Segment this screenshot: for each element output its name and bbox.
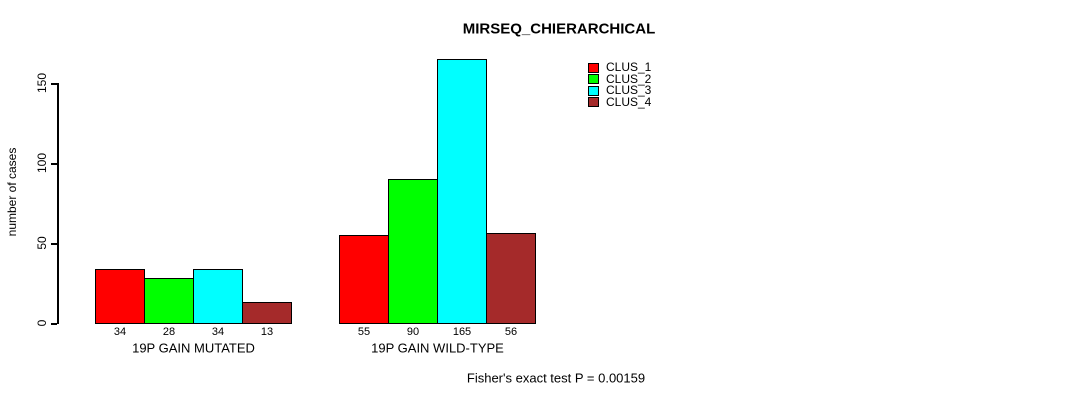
bar-clus_4-1 (242, 302, 292, 324)
legend-swatch-clus_3 (588, 85, 599, 96)
bar-clus_1-2 (339, 235, 389, 324)
y-tick-label: 100 (35, 152, 49, 174)
bar-value-label: 34 (211, 326, 225, 338)
legend-label: CLUS_2 (606, 71, 652, 86)
y-tick-mark (51, 243, 57, 245)
y-tick-mark (51, 163, 57, 165)
legend-swatch-clus_2 (588, 74, 599, 85)
y-axis-line (57, 83, 59, 324)
y-tick-label: 150 (35, 72, 49, 94)
bar-value-label: 28 (162, 326, 176, 338)
bar-value-label: 90 (406, 326, 420, 338)
bar-value-label: 55 (357, 326, 371, 338)
bar-clus_4-2 (486, 233, 536, 324)
bar-value-label: 165 (452, 326, 472, 338)
legend-item-clus_1: CLUS_1 (588, 60, 652, 74)
bar-value-label: 13 (260, 326, 274, 338)
bar-value-label: 56 (504, 326, 518, 338)
y-tick-mark (51, 323, 57, 325)
legend-swatch-clus_4 (588, 97, 599, 108)
group-label: 19P GAIN WILD-TYPE (371, 340, 504, 356)
legend: CLUS_1 CLUS_2 CLUS_3 CLUS_4 (588, 60, 652, 109)
legend-item-clus_4: CLUS_4 (588, 94, 652, 109)
legend-label: CLUS_3 (606, 83, 652, 97)
y-tick-label: 50 (35, 236, 49, 250)
bar-clus_2-2 (388, 179, 438, 324)
bar-clus_3-1 (193, 268, 243, 324)
bar-value-label: 34 (113, 326, 127, 338)
legend-label: CLUS_4 (606, 94, 652, 109)
bar-clus_3-2 (437, 59, 487, 324)
stat-caption: Fisher's exact test P = 0.00159 (466, 370, 646, 386)
bar-clus_2-1 (144, 278, 194, 324)
y-axis-title: number of cases (5, 147, 19, 237)
legend-item-clus_3: CLUS_3 (588, 83, 652, 97)
y-tick-mark (51, 83, 57, 85)
chart-title: MIRSEQ_CHIERARCHICAL (462, 20, 656, 38)
legend-swatch-clus_1 (588, 62, 599, 73)
bar-clus_1-1 (95, 268, 145, 324)
group-label: 19P GAIN MUTATED (132, 340, 255, 356)
y-tick-label: 0 (35, 319, 49, 327)
legend-item-clus_2: CLUS_2 (588, 71, 652, 86)
legend-label: CLUS_1 (606, 60, 652, 74)
